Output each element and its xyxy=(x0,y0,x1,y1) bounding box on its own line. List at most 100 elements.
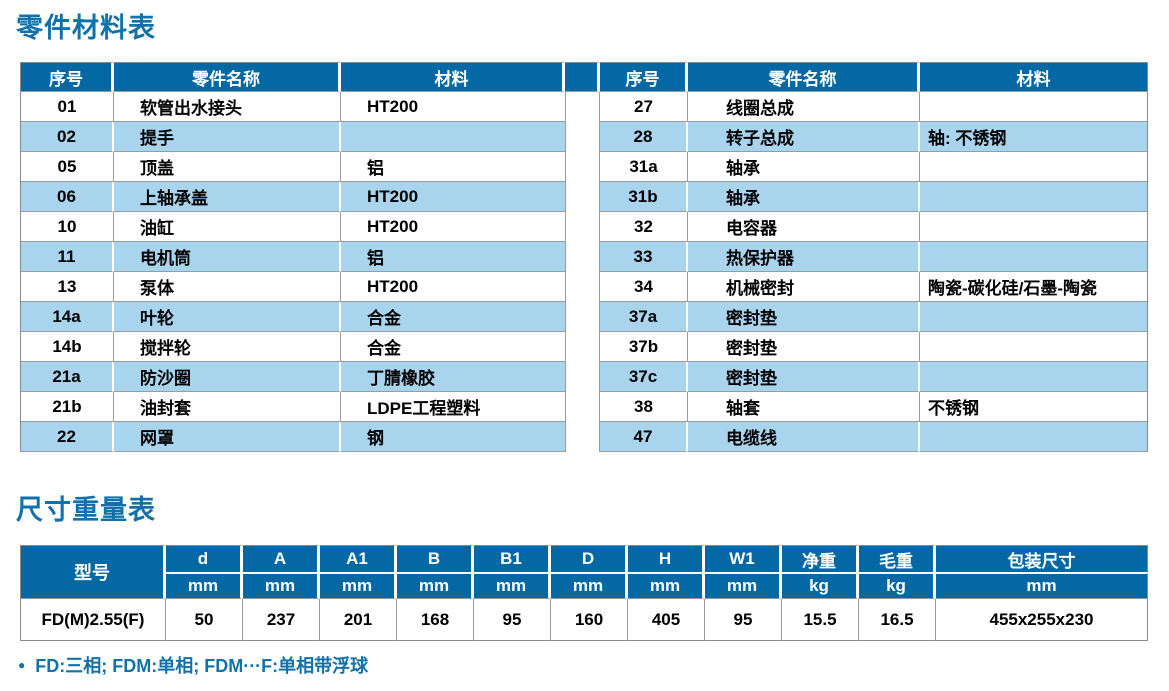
part-no-cell: 34 xyxy=(600,272,688,302)
part-material-cell xyxy=(920,152,1148,182)
bullet-dot-icon: ● xyxy=(18,658,26,672)
col-header-dim: H xyxy=(628,545,705,574)
dim-value-cell: 50 xyxy=(166,599,243,641)
parts-table-row: 14b 搅拌轮 合金 37b 密封垫 xyxy=(20,332,1148,362)
part-no-cell: 31b xyxy=(600,182,688,212)
col-header-unit: mm xyxy=(705,574,782,599)
dims-header-unit-row: mm mm mm mm mm mm mm mm kg kg mm xyxy=(20,574,1148,599)
dim-value-cell: 95 xyxy=(705,599,782,641)
part-material-cell: 铝 xyxy=(341,242,565,272)
part-material-cell: 轴: 不锈钢 xyxy=(920,122,1148,152)
part-material-cell xyxy=(920,212,1148,242)
spacer-cell xyxy=(565,182,600,212)
dims-header-name-row: 型号 d A A1 B B1 D H W1 净重 毛重 包装尺寸 xyxy=(20,545,1148,599)
part-name-cell: 线圈总成 xyxy=(688,92,920,122)
dim-value-cell: 15.5 xyxy=(782,599,859,641)
part-material-cell xyxy=(920,332,1148,362)
part-material-cell xyxy=(920,92,1148,122)
part-no-cell: 32 xyxy=(600,212,688,242)
dim-value-cell: 237 xyxy=(243,599,320,641)
part-material-cell xyxy=(920,302,1148,332)
col-header-unit: mm xyxy=(628,574,705,599)
spacer-cell xyxy=(565,122,600,152)
part-material-cell: 陶瓷-碳化硅/石墨-陶瓷 xyxy=(920,272,1148,302)
part-name-cell: 电缆线 xyxy=(688,422,920,452)
parts-table-row: 22 网罩钢 47 电缆线 xyxy=(20,422,1148,452)
parts-table-row: 14a 叶轮 合金 37a 密封垫 xyxy=(20,302,1148,332)
part-material-cell: 合金 xyxy=(341,332,565,362)
part-material-cell: HT200 xyxy=(341,182,565,212)
col-header-unit: mm xyxy=(936,574,1148,599)
part-material-cell xyxy=(920,182,1148,212)
part-material-cell: LDPE工程塑料 xyxy=(341,392,565,422)
parts-material-table: 序号 零件名称 材料 序号 零件名称 材料 01 软管出水接头 HT200 27 线圈总… xyxy=(20,62,1148,452)
part-no-cell: 14a xyxy=(20,302,114,332)
col-header-unit: mm xyxy=(551,574,628,599)
parts-table-row: 21a 防沙圈 丁腈橡胶 37c 密封垫 xyxy=(20,362,1148,392)
part-no-cell: 47 xyxy=(600,422,688,452)
spacer-cell xyxy=(565,362,600,392)
part-no-cell: 02 xyxy=(20,122,114,152)
parts-table-row: 10 油缸 HT200 32 电容器 xyxy=(20,212,1148,242)
part-material-cell xyxy=(920,422,1148,452)
col-header-dim: B1 xyxy=(474,545,551,574)
part-material-cell xyxy=(341,122,565,152)
part-no-cell: 05 xyxy=(20,152,114,182)
spacer-cell xyxy=(565,152,600,182)
part-material-cell: HT200 xyxy=(341,272,565,302)
spacer-header-cell xyxy=(565,62,600,92)
dim-value-cell: 455x255x230 xyxy=(936,599,1148,641)
part-no-cell: 28 xyxy=(600,122,688,152)
col-header-no-right: 序号 xyxy=(600,62,688,92)
parts-table-row: 13 泵体 HT200 34 机械密封 陶瓷-碳化硅/石墨-陶瓷 xyxy=(20,272,1148,302)
part-no-cell: 06 xyxy=(20,182,114,212)
parts-table-row: 11 电机筒铝 33 热保护器 xyxy=(20,242,1148,272)
part-name-cell: 轴套 xyxy=(688,392,920,422)
col-header-material-left: 材料 xyxy=(341,62,565,92)
part-name-cell: 上轴承盖 xyxy=(114,182,341,212)
part-no-cell: 27 xyxy=(600,92,688,122)
spacer-cell xyxy=(565,242,600,272)
dim-value-cell: 16.5 xyxy=(859,599,936,641)
dim-value-cell: 405 xyxy=(628,599,705,641)
spacer-cell xyxy=(565,302,600,332)
col-header-dim: A1 xyxy=(320,545,397,574)
part-material-cell: 丁腈橡胶 xyxy=(341,362,565,392)
spacer-cell xyxy=(565,92,600,122)
col-header-dim: d xyxy=(166,545,243,574)
part-no-cell: 13 xyxy=(20,272,114,302)
part-name-cell: 泵体 xyxy=(114,272,341,302)
part-no-cell: 38 xyxy=(600,392,688,422)
part-material-cell: 合金 xyxy=(341,302,565,332)
col-header-unit: mm xyxy=(474,574,551,599)
part-no-cell: 11 xyxy=(20,242,114,272)
spacer-cell xyxy=(565,392,600,422)
col-header-dim: W1 xyxy=(705,545,782,574)
spacer-cell xyxy=(565,212,600,242)
part-no-cell: 01 xyxy=(20,92,114,122)
part-name-cell: 密封垫 xyxy=(688,332,920,362)
part-no-cell: 21a xyxy=(20,362,114,392)
parts-table-row: 21b 油封套 LDPE工程塑料 38 轴套 不锈钢 xyxy=(20,392,1148,422)
dimension-weight-table: 型号 d A A1 B B1 D H W1 净重 毛重 包装尺寸 mm mm mm mm mm mm mm mm kg k… xyxy=(20,545,1148,641)
part-material-cell xyxy=(920,242,1148,272)
footnote-text: FD:三相; FDM:单相; FDM···F:单相带浮球 xyxy=(35,656,369,676)
col-header-unit: mm xyxy=(243,574,320,599)
dim-value-cell: 168 xyxy=(397,599,474,641)
col-header-unit: mm xyxy=(320,574,397,599)
parts-table-row: 01 软管出水接头 HT200 27 线圈总成 xyxy=(20,92,1148,122)
part-name-cell: 密封垫 xyxy=(688,302,920,332)
part-name-cell: 网罩 xyxy=(114,422,341,452)
col-header-no-left: 序号 xyxy=(20,62,114,92)
spacer-cell xyxy=(565,422,600,452)
part-name-cell: 热保护器 xyxy=(688,242,920,272)
part-name-cell: 叶轮 xyxy=(114,302,341,332)
parts-table-row: 06 上轴承盖 HT200 31b 轴承 xyxy=(20,182,1148,212)
part-no-cell: 33 xyxy=(600,242,688,272)
part-name-cell: 顶盖 xyxy=(114,152,341,182)
dims-data-row: FD(M)2.55(F) 50 237 201 168 95 160 405 95 15.5 16.… xyxy=(20,599,1148,641)
dim-value-cell: 95 xyxy=(474,599,551,641)
part-no-cell: 37c xyxy=(600,362,688,392)
col-header-dim: D xyxy=(551,545,628,574)
